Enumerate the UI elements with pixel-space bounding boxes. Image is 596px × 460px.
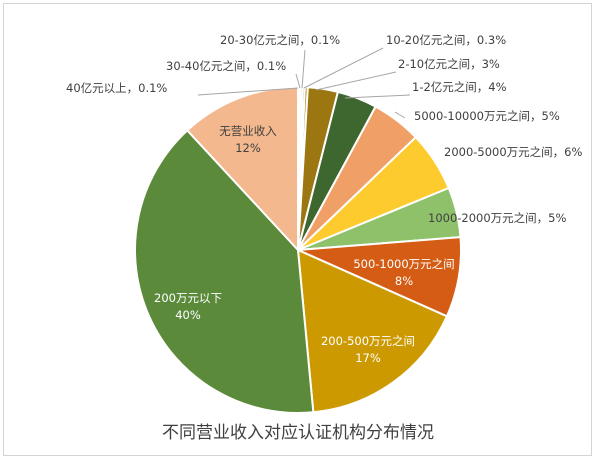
- pie-slice-10: [296, 248, 449, 414]
- slice-value-12: 12%: [235, 141, 261, 155]
- slice-label-9: 500-1000万元之间: [353, 257, 454, 271]
- leader-line-6: [394, 111, 406, 119]
- leader-line-5: [344, 94, 411, 99]
- slice-label-10: 200-500万元之间: [321, 334, 415, 348]
- slice-value-10: 17%: [355, 351, 381, 365]
- leader-line-0: [197, 87, 299, 96]
- slice-label-8: 1000-2000万元之间，5%: [428, 211, 566, 225]
- slice-label-11: 200万元以下: [154, 291, 222, 305]
- slice-label-3: 10-20亿元之间，0.3%: [386, 33, 506, 47]
- leader-line-1: [295, 73, 301, 89]
- pie-slice-12: [185, 85, 299, 253]
- slice-label-7: 2000-5000万元之间，6%: [444, 145, 582, 159]
- pie-slice-11: [134, 128, 315, 414]
- slice-value-11: 40%: [175, 308, 201, 322]
- chart-title: 不同营业收入对应认证机构分布情况: [162, 423, 434, 443]
- slice-label-12: 无营业收入: [219, 124, 277, 138]
- slice-label-5: 1-2亿元之间，4%: [412, 80, 507, 94]
- slice-label-1: 30-40亿元之间，0.1%: [166, 59, 286, 73]
- slice-label-2: 20-30亿元之间，0.1%: [220, 33, 340, 47]
- slice-label-0: 40亿元以上，0.1%: [66, 81, 167, 95]
- slice-value-9: 8%: [395, 274, 413, 288]
- leader-line-2: [301, 49, 306, 89]
- slice-label-6: 5000-10000万元之间，5%: [414, 109, 560, 123]
- leader-line-3: [303, 47, 384, 89]
- slice-label-4: 2-10亿元之间，3%: [398, 57, 500, 71]
- leader-line-4: [315, 71, 397, 91]
